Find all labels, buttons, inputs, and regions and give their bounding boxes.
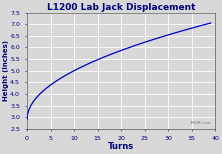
Text: THOR.com: THOR.com	[190, 121, 212, 125]
Y-axis label: Height (Inches): Height (Inches)	[3, 40, 9, 101]
Title: L1200 Lab Jack Displacement: L1200 Lab Jack Displacement	[47, 3, 195, 12]
X-axis label: Turns: Turns	[108, 142, 134, 151]
